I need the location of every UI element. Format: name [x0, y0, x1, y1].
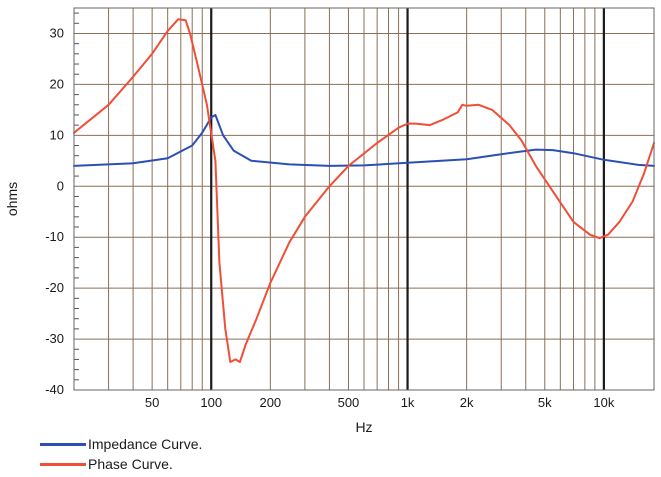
x-tick-label: 10k — [593, 395, 614, 410]
x-axis-label: Hz — [355, 419, 372, 435]
plot-frame — [73, 7, 655, 391]
x-tick-label: 2k — [460, 395, 474, 410]
legend-label-impedance: Impedance Curve. — [88, 436, 203, 452]
y-tick-label: -10 — [45, 229, 64, 244]
y-tick-label: 0 — [57, 178, 64, 193]
legend-item-phase: Phase Curve. — [40, 454, 202, 474]
y-tick-label: -30 — [45, 331, 64, 346]
y-axis-label: ohms — [4, 182, 20, 216]
y-tick-label: -40 — [45, 382, 64, 397]
x-tick-label: 5k — [538, 395, 552, 410]
y-tick-label: 30 — [50, 25, 64, 40]
y-tick-label: 10 — [50, 127, 64, 142]
legend-item-impedance: Impedance Curve. — [40, 434, 202, 454]
legend: Impedance Curve. Phase Curve. — [40, 434, 202, 474]
x-tick-label: 1k — [401, 395, 415, 410]
x-tick-label: 200 — [259, 395, 281, 410]
series-layer — [73, 18, 655, 363]
x-tick-label: 50 — [145, 395, 159, 410]
x-tick-labels: 50 100 200 500 1k 2k 5k 10k — [145, 395, 615, 410]
y-tick-label: 20 — [50, 76, 64, 91]
legend-label-phase: Phase Curve. — [88, 456, 173, 472]
grid — [74, 8, 654, 391]
y-tick-label: -20 — [45, 280, 64, 295]
y-tick-labels: 30 20 10 0 -10 -20 -30 -40 — [45, 25, 64, 397]
legend-swatch-impedance — [40, 442, 86, 446]
x-tick-label: 100 — [200, 395, 222, 410]
impedance-curve — [73, 114, 655, 167]
x-tick-label: 500 — [338, 395, 360, 410]
legend-swatch-phase — [40, 462, 86, 466]
phase-curve — [73, 18, 655, 363]
